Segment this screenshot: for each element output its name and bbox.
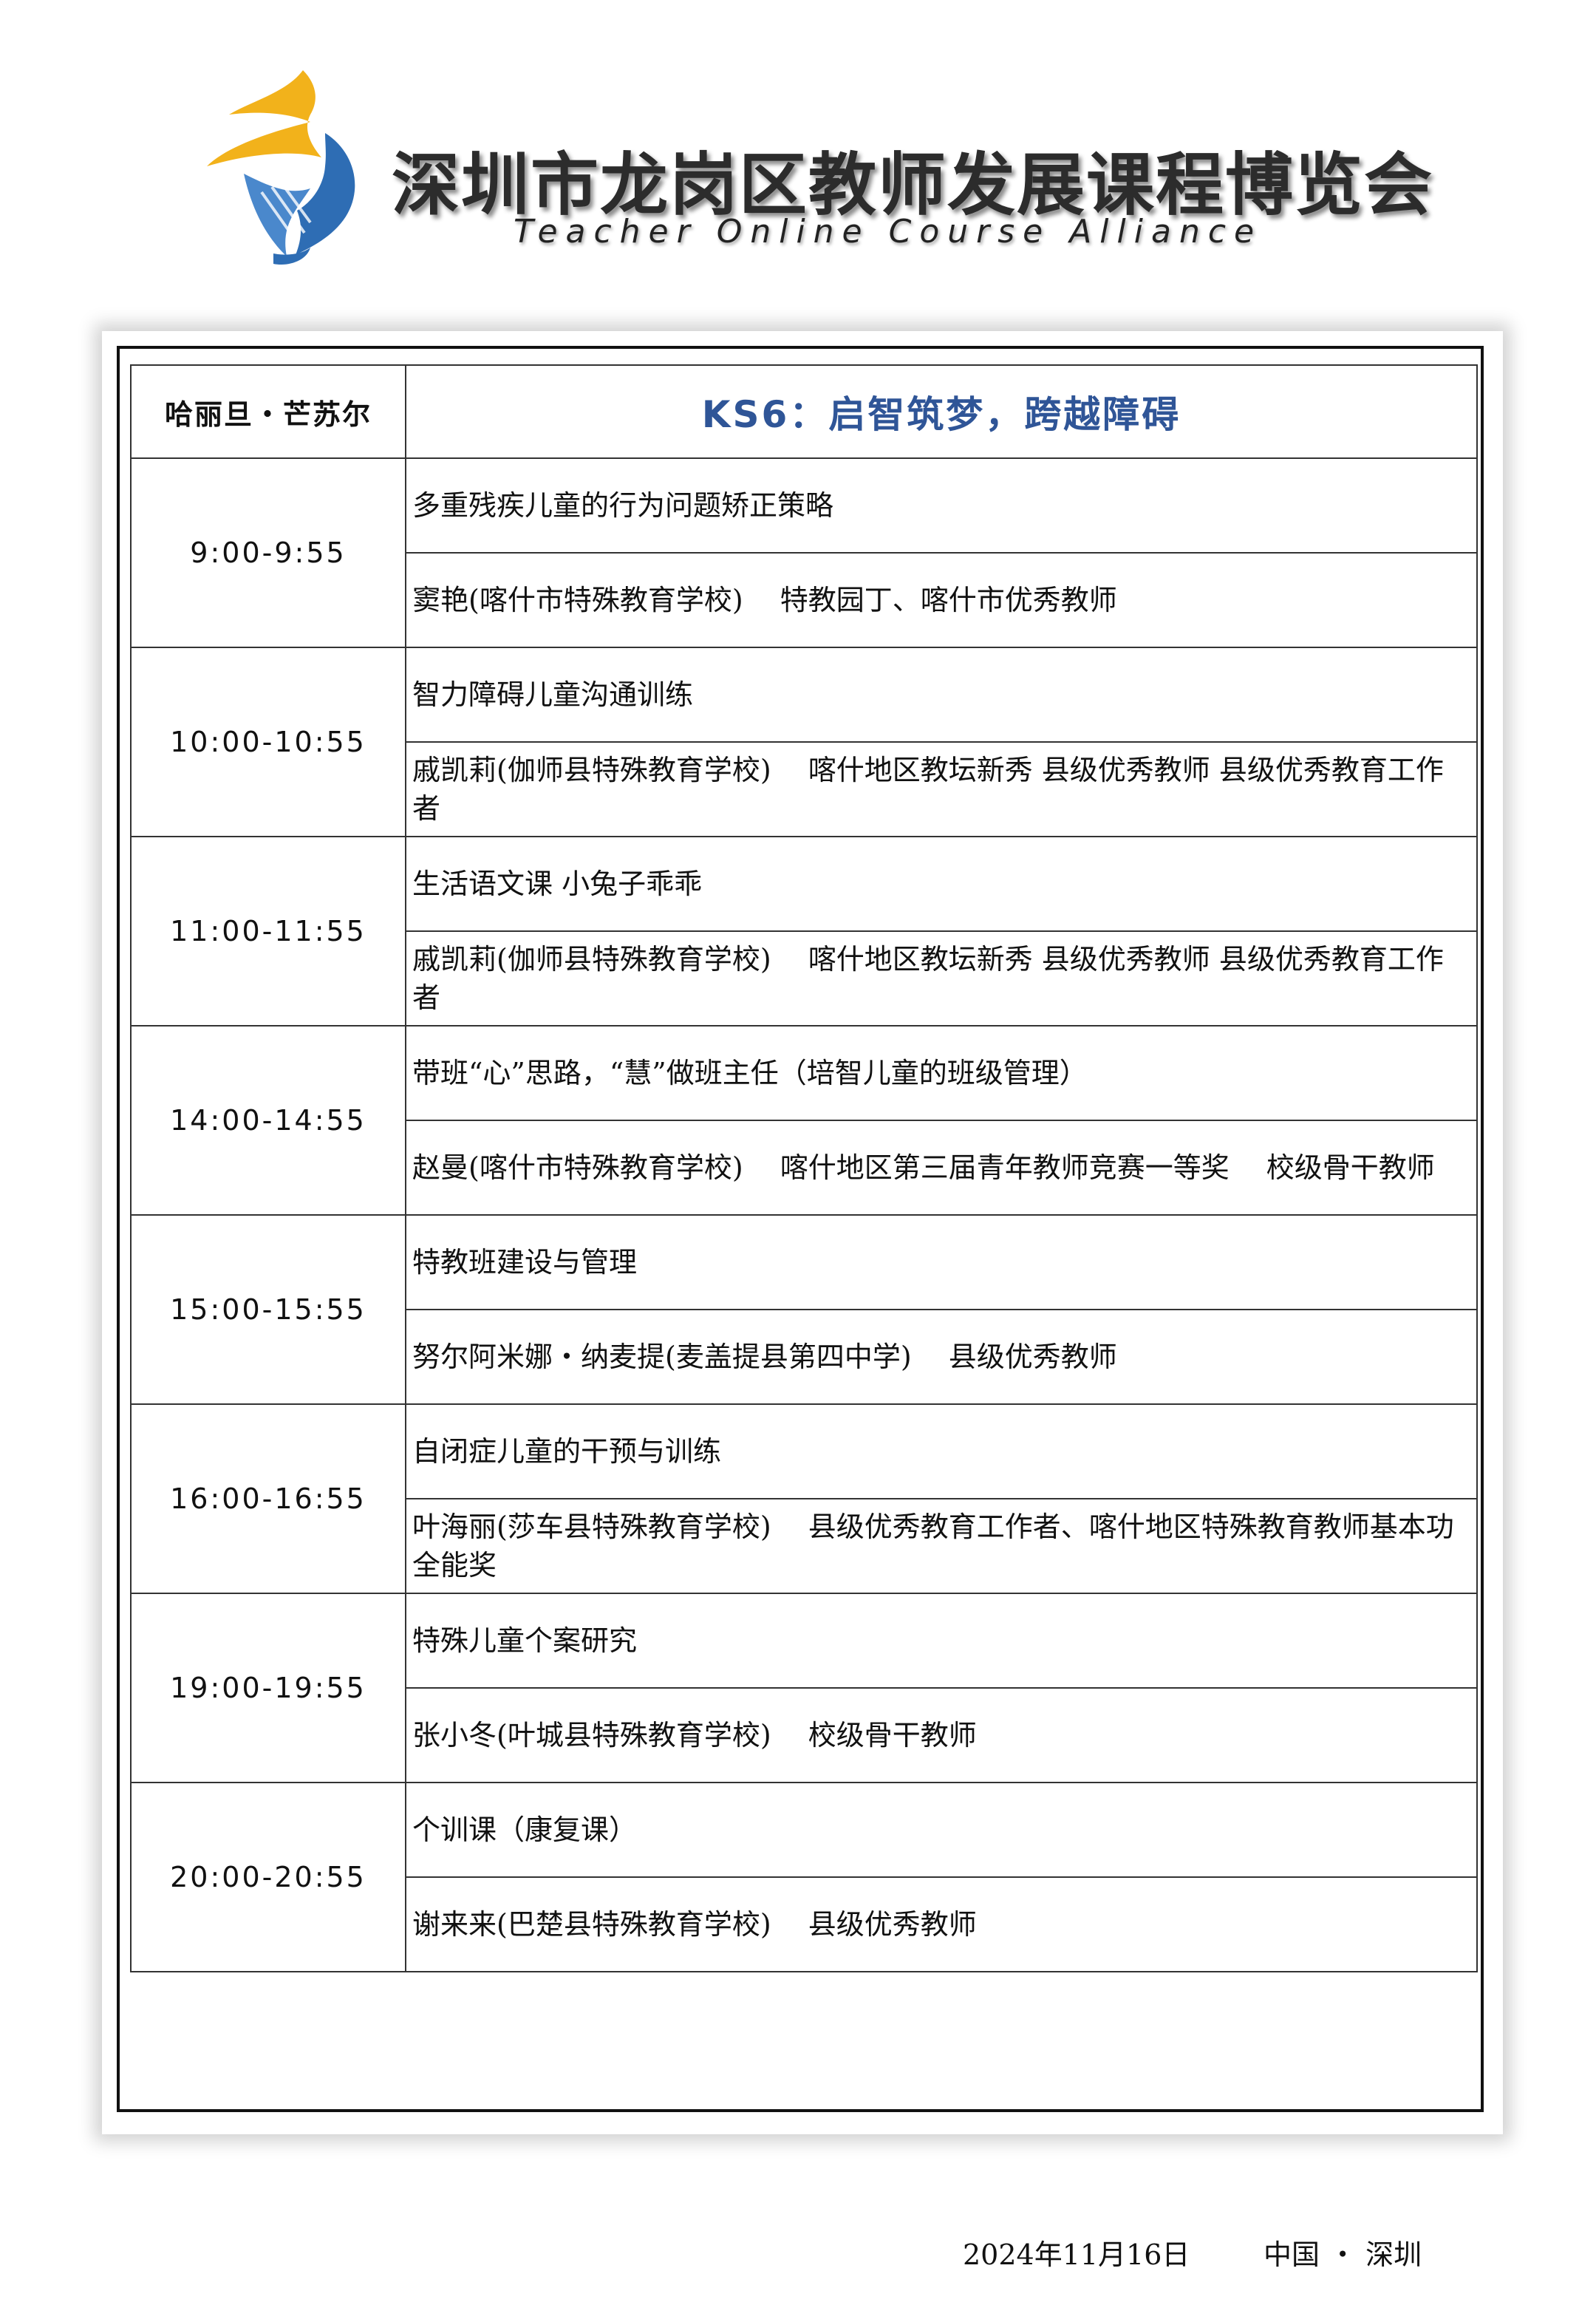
table-row: 张小冬(叶城县特殊教育学校) 校级骨干教师	[131, 1687, 1478, 1783]
table-header-row: 哈丽旦・芒苏尔 KS6：启智筑梦，跨越障碍	[130, 364, 1478, 459]
flame-swirl-logo-icon	[200, 63, 362, 270]
speaker-info: 谢来来(巴楚县特殊教育学校) 县级优秀教师	[405, 1876, 1478, 1972]
table-row: 9:00-9:55 多重残疾儿童的行为问题矫正策略	[130, 457, 1478, 648]
footer-place: 中国 ・ 深圳	[1264, 2238, 1422, 2271]
footer-date: 2024年11月16日	[963, 2238, 1190, 2271]
course-title: 智力障碍儿童沟通训练	[405, 647, 1478, 743]
table-row: 窦艳(喀什市特殊教育学校) 特教园丁、喀什市优秀教师	[131, 552, 1478, 648]
table-row: 15:00-15:55 特教班建设与管理	[130, 1214, 1478, 1405]
time-slot: 10:00-10:55	[130, 647, 406, 837]
table-row: 努尔阿米娜・纳麦提(麦盖提县第四中学) 县级优秀教师	[131, 1309, 1478, 1405]
table-row: 10:00-10:55 智力障碍儿童沟通训练	[130, 647, 1478, 837]
page-title: 深圳市龙岗区教师发展课程博览会	[392, 146, 1434, 225]
course-title: 特殊儿童个案研究	[405, 1593, 1478, 1689]
table-row: 戚凯莉(伽师县特殊教育学校) 喀什地区教坛新秀 县级优秀教师 县级优秀教育工作者	[131, 741, 1478, 837]
speaker-info: 努尔阿米娜・纳麦提(麦盖提县第四中学) 县级优秀教师	[405, 1309, 1478, 1405]
time-slot: 16:00-16:55	[130, 1403, 406, 1594]
speaker-info: 赵曼(喀什市特殊教育学校) 喀什地区第三届青年教师竞赛一等奖 校级骨干教师	[405, 1120, 1478, 1216]
speaker-info: 戚凯莉(伽师县特殊教育学校) 喀什地区教坛新秀 县级优秀教师 县级优秀教育工作者	[405, 930, 1478, 1026]
table-row: 谢来来(巴楚县特殊教育学校) 县级优秀教师	[131, 1876, 1478, 1972]
table-row: 11:00-11:55 生活语文课 小兔子乖乖	[130, 836, 1478, 1026]
course-title: 带班“心”思路，“慧”做班主任（培智儿童的班级管理）	[405, 1025, 1478, 1121]
time-slot: 9:00-9:55	[130, 457, 406, 648]
time-slot: 14:00-14:55	[130, 1025, 406, 1216]
host-name: 哈丽旦・芒苏尔	[130, 364, 406, 459]
time-slot: 19:00-19:55	[130, 1593, 406, 1783]
time-slot: 15:00-15:55	[130, 1214, 406, 1405]
course-title: 特教班建设与管理	[405, 1214, 1478, 1310]
session-title: KS6：启智筑梦，跨越障碍	[405, 364, 1478, 459]
table-row: 20:00-20:55 个训课（康复课）	[130, 1782, 1478, 1972]
table-row: 叶海丽(莎车县特殊教育学校) 县级优秀教育工作者、喀什地区特殊教育教师基本功全能…	[131, 1498, 1478, 1594]
time-slot: 20:00-20:55	[130, 1782, 406, 1972]
speaker-info: 窦艳(喀什市特殊教育学校) 特教园丁、喀什市优秀教师	[405, 552, 1478, 648]
table-row: 戚凯莉(伽师县特殊教育学校) 喀什地区教坛新秀 县级优秀教师 县级优秀教育工作者	[131, 930, 1478, 1026]
time-slot: 11:00-11:55	[130, 836, 406, 1026]
page-subtitle: Teacher Online Course Alliance	[514, 213, 1263, 251]
course-title: 个训课（康复课）	[405, 1782, 1478, 1878]
table-row: 赵曼(喀什市特殊教育学校) 喀什地区第三届青年教师竞赛一等奖 校级骨干教师	[131, 1120, 1478, 1216]
course-title: 多重残疾儿童的行为问题矫正策略	[405, 457, 1478, 554]
speaker-info: 戚凯莉(伽师县特殊教育学校) 喀什地区教坛新秀 县级优秀教师 县级优秀教育工作者	[405, 741, 1478, 837]
speaker-info: 张小冬(叶城县特殊教育学校) 校级骨干教师	[405, 1687, 1478, 1783]
course-title: 自闭症儿童的干预与训练	[405, 1403, 1478, 1499]
table-row: 16:00-16:55 自闭症儿童的干预与训练	[130, 1403, 1478, 1594]
course-title: 生活语文课 小兔子乖乖	[405, 836, 1478, 932]
schedule-table: 哈丽旦・芒苏尔 KS6：启智筑梦，跨越障碍 9:00-9:55 多重残疾儿童的行…	[130, 364, 1478, 1972]
table-row: 14:00-14:55 带班“心”思路，“慧”做班主任（培智儿童的班级管理）	[130, 1025, 1478, 1216]
table-row: 19:00-19:55 特殊儿童个案研究	[130, 1593, 1478, 1783]
speaker-info: 叶海丽(莎车县特殊教育学校) 县级优秀教育工作者、喀什地区特殊教育教师基本功全能…	[405, 1498, 1478, 1594]
